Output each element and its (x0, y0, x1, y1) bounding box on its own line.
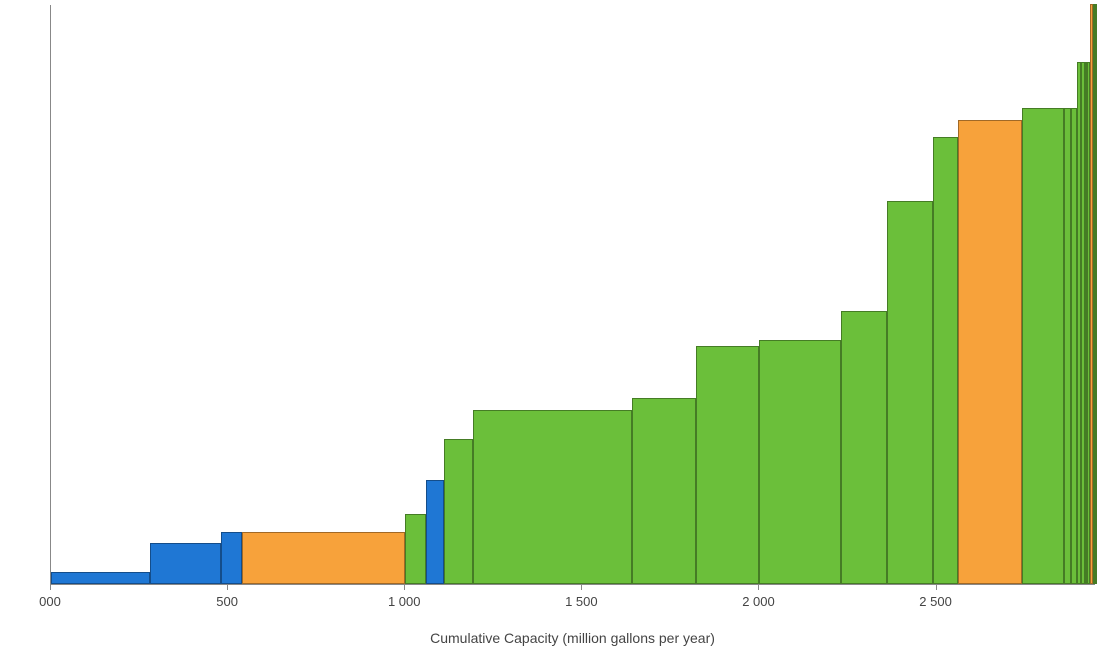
bar-8 (632, 398, 696, 584)
x-axis: 0005001 0001 5002 0002 500 (50, 590, 1095, 620)
bar-6 (444, 439, 472, 584)
bar-15 (1022, 108, 1065, 584)
bar-16 (1064, 108, 1071, 584)
bar-3 (242, 532, 405, 584)
x-tick-mark-3 (581, 584, 582, 590)
bar-12 (887, 201, 933, 584)
x-tick-label-3: 1 500 (565, 594, 598, 609)
bar-2 (221, 532, 242, 584)
x-tick-mark-1 (227, 584, 228, 590)
x-tick-label-4: 2 000 (742, 594, 775, 609)
chart-container (50, 5, 1095, 585)
bar-0 (51, 572, 150, 584)
x-tick-label-1: 500 (216, 594, 238, 609)
bar-11 (841, 311, 887, 584)
bar-4 (405, 514, 426, 584)
bar-24 (1095, 4, 1097, 584)
bar-13 (933, 137, 958, 584)
plot-area (50, 5, 1095, 585)
bar-9 (696, 346, 760, 584)
x-tick-mark-5 (936, 584, 937, 590)
bar-10 (759, 340, 840, 584)
x-tick-label-5: 2 500 (919, 594, 952, 609)
x-tick-label-2: 1 000 (388, 594, 421, 609)
bar-7 (473, 410, 632, 584)
bar-14 (958, 120, 1022, 584)
bar-5 (426, 480, 444, 584)
x-tick-mark-2 (404, 584, 405, 590)
x-axis-label: Cumulative Capacity (million gallons per… (50, 630, 1095, 646)
x-tick-mark-4 (758, 584, 759, 590)
x-tick-mark-0 (50, 584, 51, 590)
bar-1 (150, 543, 221, 584)
x-tick-label-0: 000 (39, 594, 61, 609)
